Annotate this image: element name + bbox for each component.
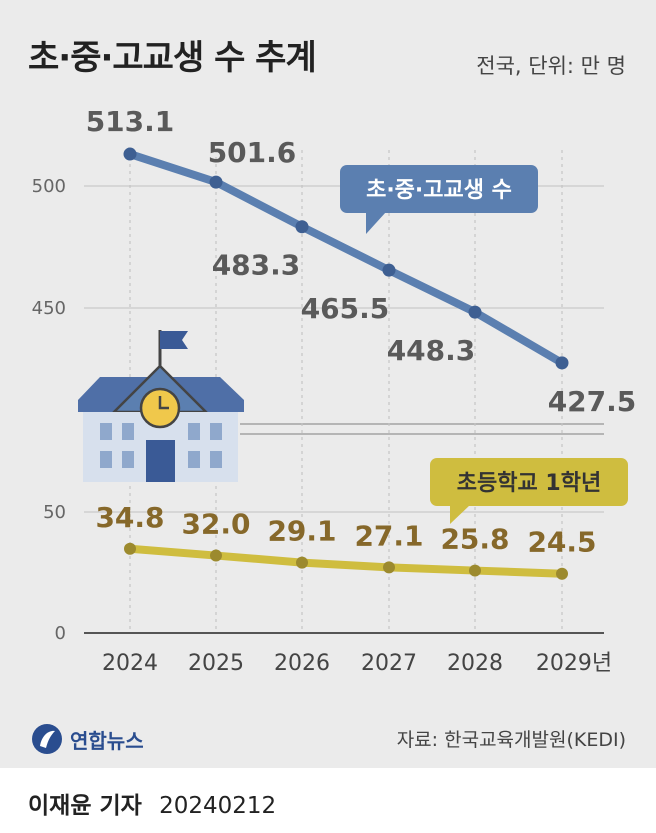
data-label-students: 483.3 — [212, 249, 301, 282]
data-label-first-graders: 34.8 — [95, 501, 164, 534]
byline-name: 이재윤 기자 — [28, 793, 142, 819]
callout-gold: 초등학교 1학년 — [430, 458, 628, 524]
data-point-first-graders — [210, 549, 222, 562]
data-label-first-graders: 27.1 — [354, 519, 423, 552]
brand-name: 연합뉴스 — [70, 728, 144, 753]
unit-note: 전국, 단위: 만 명 — [476, 54, 626, 78]
data-point-first-graders — [469, 564, 481, 577]
data-label-first-graders: 24.5 — [527, 526, 596, 559]
y-tick-label: 0 — [55, 623, 66, 644]
data-point-students — [295, 220, 309, 234]
data-point-students — [123, 147, 137, 161]
data-label-first-graders: 25.8 — [440, 523, 509, 556]
x-tick-label: 2028 — [447, 651, 503, 676]
series-callouts: 초·중·고교생 수 초등학교 1학년 — [340, 165, 628, 524]
data-label-first-graders: 29.1 — [267, 515, 336, 548]
data-label-first-graders: 32.0 — [181, 508, 250, 541]
data-point-students — [468, 305, 482, 319]
data-label-students: 513.1 — [86, 105, 175, 138]
x-tick-label: 2026 — [274, 651, 330, 676]
x-tick-label: 2024 — [102, 651, 158, 676]
y-tick-label: 500 — [32, 176, 66, 197]
axes: 0 50 450 500 2024 2025 2026 2027 2028 2029년 — [32, 176, 612, 676]
data-point-first-graders — [556, 567, 568, 580]
data-point-first-graders — [124, 542, 136, 555]
byline-date: 20240212 — [159, 793, 277, 819]
callout-blue: 초·중·고교생 수 — [340, 165, 538, 234]
source-note: 자료: 한국교육개발원(KEDI) — [396, 729, 626, 751]
x-tick-label: 2029년 — [536, 651, 612, 676]
data-label-students: 427.5 — [548, 385, 637, 418]
series-layer — [123, 147, 569, 580]
y-tick-label: 50 — [43, 502, 66, 523]
y-tick-label: 450 — [32, 298, 66, 319]
data-point-students — [555, 356, 569, 370]
x-tick-label: 2025 — [188, 651, 244, 676]
series-line-first-graders — [126, 544, 566, 578]
data-point-students — [209, 175, 223, 189]
data-point-first-graders — [383, 561, 395, 574]
byline: 이재윤 기자 20240212 — [28, 786, 276, 820]
data-label-students: 448.3 — [387, 334, 476, 367]
data-label-students: 465.5 — [301, 292, 390, 325]
chart-title: 초·중·고교생 수 추계 — [28, 38, 317, 78]
data-label-students: 501.6 — [208, 136, 297, 169]
x-tick-label: 2027 — [361, 651, 417, 676]
yonhap-logo-icon — [32, 724, 62, 754]
school-building-icon — [78, 330, 244, 482]
series-line-students — [126, 150, 566, 367]
brand-logo: 연합뉴스 — [30, 722, 144, 756]
callout-blue-label: 초·중·고교생 수 — [366, 178, 512, 203]
data-point-students — [382, 263, 396, 277]
callout-gold-label: 초등학교 1학년 — [457, 471, 601, 496]
data-point-first-graders — [296, 556, 308, 569]
